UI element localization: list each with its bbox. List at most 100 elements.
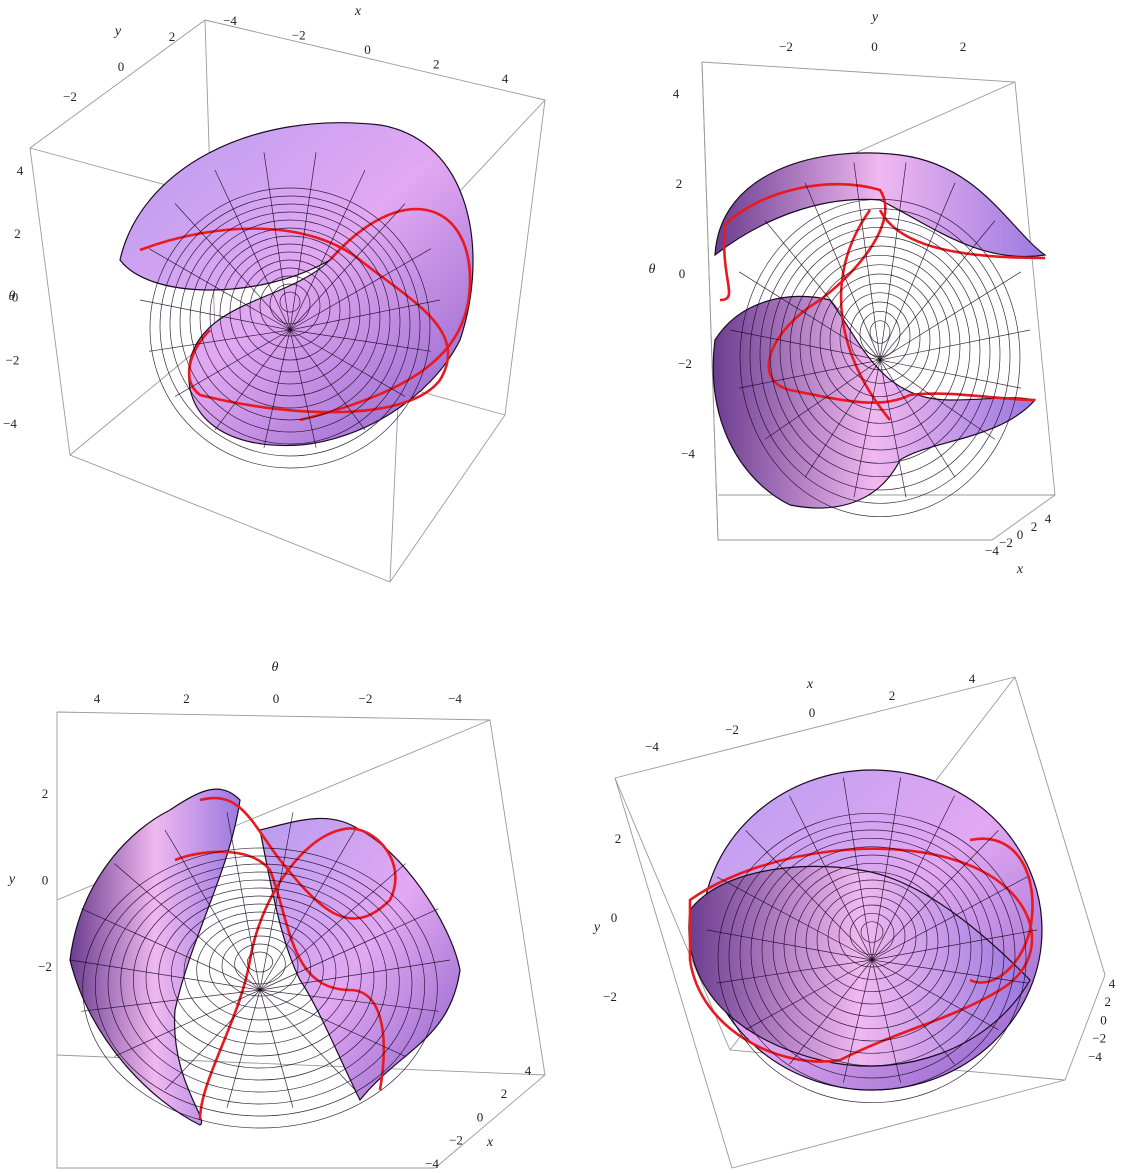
- tick-label: 0: [118, 59, 125, 74]
- tick-label: −2: [779, 39, 793, 54]
- mesh-line: [208, 927, 312, 1009]
- mesh-line: [716, 876, 873, 961]
- mesh-line: [164, 989, 261, 1091]
- tick-label: −2: [63, 89, 77, 104]
- mesh-line: [804, 359, 881, 478]
- mesh-line: [706, 929, 873, 961]
- mesh-line: [749, 208, 1011, 504]
- mesh-line: [804, 182, 881, 361]
- mesh-line: [226, 812, 261, 991]
- red-curve: [139, 227, 450, 414]
- mesh-line: [789, 795, 873, 961]
- mesh-line: [179, 211, 401, 433]
- box-edge: [56, 711, 546, 1169]
- mesh-line: [289, 329, 317, 448]
- mesh-line: [164, 829, 261, 991]
- mesh-line: [259, 829, 356, 991]
- tick-label: 4: [525, 1063, 532, 1078]
- tick-label: 2: [676, 176, 683, 191]
- red-curve: [724, 182, 1036, 404]
- mesh-line: [871, 876, 1028, 961]
- tick-label: 2: [433, 56, 440, 71]
- mesh-line: [794, 871, 950, 1017]
- mesh-line: [170, 903, 350, 1045]
- tick-label: 4: [1109, 976, 1116, 991]
- mesh-line: [879, 359, 996, 440]
- mesh-line: [214, 329, 291, 431]
- axis-label: x: [486, 1135, 494, 1150]
- mesh-line: [859, 310, 901, 358]
- tick-label: −2: [999, 535, 1013, 550]
- mesh-line: [94, 855, 426, 1117]
- mesh-line: [145, 887, 375, 1069]
- mesh-line: [259, 989, 294, 1108]
- tick-label: 2: [1105, 994, 1112, 1009]
- mesh-line: [139, 299, 291, 331]
- tick-label: −2: [725, 722, 739, 737]
- mesh-line: [829, 282, 931, 398]
- mesh-line: [739, 198, 1021, 518]
- mesh-line: [158, 895, 362, 1057]
- mesh-line: [226, 989, 261, 1108]
- tick-label: −2: [449, 1133, 463, 1148]
- mesh-line: [843, 777, 873, 961]
- mesh-line: [809, 264, 951, 424]
- tick-label: 0: [42, 872, 49, 887]
- mesh-line: [289, 169, 366, 331]
- tick-label: −2: [359, 691, 373, 706]
- box-edge: [614, 676, 1106, 1169]
- mesh-line: [114, 989, 261, 1057]
- tick-label: 2: [615, 831, 622, 846]
- mesh-line: [761, 846, 983, 1054]
- mesh-line: [249, 267, 331, 349]
- mesh-line: [132, 879, 388, 1081]
- axis-label: y: [7, 872, 16, 887]
- surface: [714, 152, 1047, 258]
- mesh-line: [779, 236, 981, 464]
- tick-label: −4: [1088, 1049, 1102, 1064]
- tick-label: 2: [169, 29, 176, 44]
- tick-label: −4: [448, 691, 462, 706]
- mesh-line: [879, 182, 956, 361]
- mesh-line: [843, 959, 873, 1083]
- mesh-line: [879, 329, 1031, 361]
- mesh-line: [764, 220, 881, 361]
- mesh-line: [263, 329, 291, 448]
- mesh-line: [229, 251, 351, 373]
- mesh-line: [879, 359, 956, 478]
- mesh-line: [159, 195, 421, 457]
- tick-label: −4: [645, 739, 659, 754]
- tick-label: −2: [678, 356, 692, 371]
- tick-label: 0: [809, 705, 816, 720]
- mesh-line: [879, 271, 1022, 361]
- mesh-line: [869, 320, 891, 344]
- surface: [69, 788, 241, 1126]
- mesh-line: [879, 359, 1022, 389]
- panel-2: [701, 61, 1056, 541]
- mesh-line: [789, 245, 971, 451]
- axis-label: x: [354, 4, 362, 19]
- tick-label: −2: [6, 353, 20, 368]
- mesh-line: [219, 243, 361, 385]
- mesh-line: [745, 830, 873, 961]
- tick-label: −4: [985, 543, 999, 558]
- panel-4: [614, 676, 1106, 1169]
- red-curve: [969, 837, 1034, 984]
- mesh-line: [783, 862, 961, 1030]
- axis-label: θ: [9, 289, 16, 304]
- mesh-line: [827, 896, 917, 980]
- tick-label: 2: [14, 226, 21, 241]
- tick-label: 2: [1031, 519, 1038, 534]
- axis-label: y: [592, 920, 601, 935]
- mesh-line: [221, 935, 299, 997]
- tick-label: 4: [17, 163, 24, 178]
- tick-label: 0: [364, 42, 371, 57]
- mesh-line: [853, 359, 881, 498]
- mesh-line: [169, 203, 411, 445]
- mesh-line: [246, 951, 274, 973]
- mesh-line: [239, 259, 341, 361]
- tick-label: 0: [477, 1109, 484, 1124]
- mesh-line: [189, 219, 391, 421]
- mesh-line: [853, 162, 881, 361]
- mesh-line: [199, 227, 381, 409]
